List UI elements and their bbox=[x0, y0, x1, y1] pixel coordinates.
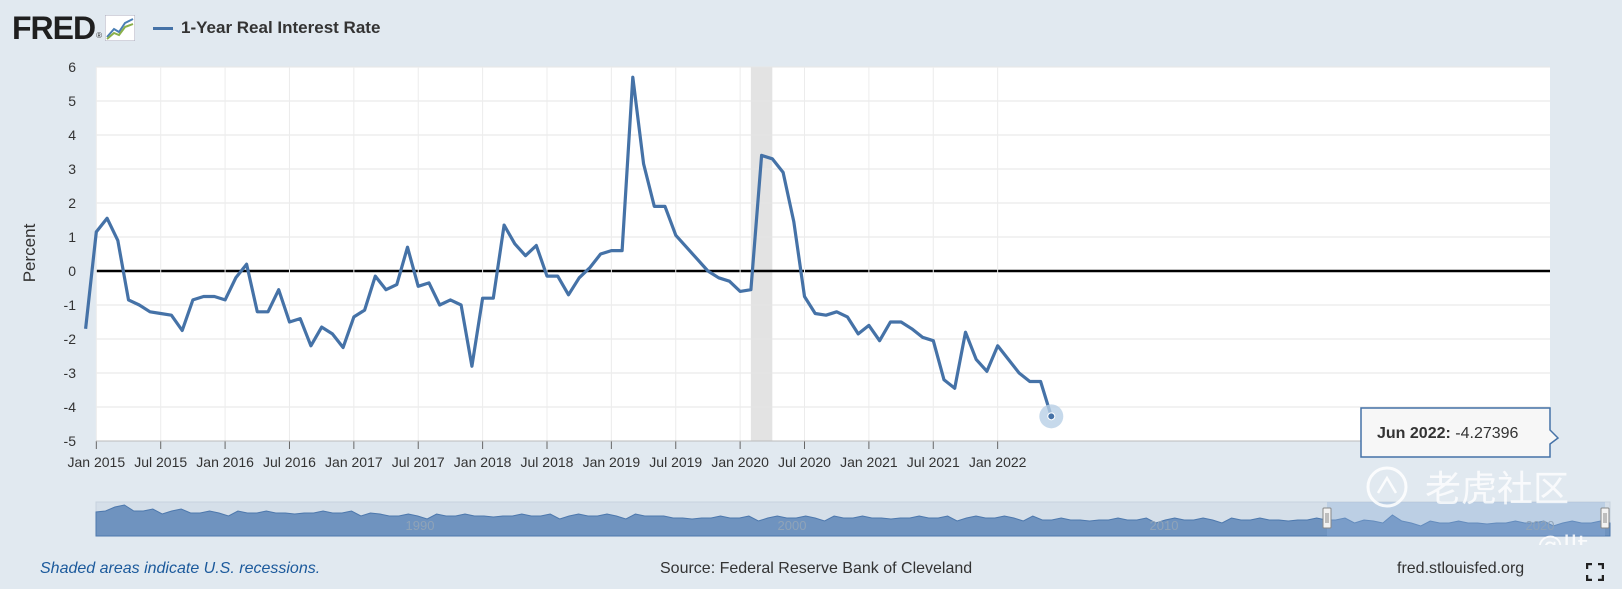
fullscreen-icon[interactable] bbox=[1586, 563, 1604, 581]
legend[interactable]: 1-Year Real Interest Rate bbox=[153, 18, 380, 38]
tooltip-text: Jun 2022: -4.27396 bbox=[1377, 425, 1519, 442]
y-tick-label: -4 bbox=[64, 399, 77, 415]
legend-label: 1-Year Real Interest Rate bbox=[181, 18, 381, 37]
x-tick-label: Jul 2015 bbox=[134, 454, 187, 470]
x-tick-label: Jan 2022 bbox=[969, 454, 1027, 470]
y-tick-label: 2 bbox=[68, 195, 76, 211]
recession-band bbox=[750, 67, 773, 441]
y-tick-label: 4 bbox=[68, 127, 76, 143]
x-tick-label: Jan 2019 bbox=[583, 454, 641, 470]
x-tick-label: Jan 2015 bbox=[68, 454, 126, 470]
x-tick-label: Jul 2021 bbox=[907, 454, 960, 470]
navigator-selection bbox=[1327, 502, 1605, 536]
y-tick-label: -3 bbox=[64, 365, 77, 381]
plot-area bbox=[96, 67, 1550, 441]
x-tick-label: Jan 2018 bbox=[454, 454, 512, 470]
x-tick-label: Jul 2017 bbox=[392, 454, 445, 470]
navigator-label: 1990 bbox=[406, 518, 435, 533]
series-line bbox=[84, 75, 1053, 417]
x-tick-label: Jul 2018 bbox=[521, 454, 574, 470]
y-tick-label: -1 bbox=[64, 297, 77, 313]
watermark-logo-mark bbox=[1376, 475, 1398, 494]
fred-url[interactable]: fred.stlouisfed.org bbox=[1397, 560, 1525, 577]
x-tick-label: Jan 2017 bbox=[325, 454, 383, 470]
watermark-text: 老虎社区 bbox=[1425, 469, 1569, 510]
fred-graph-icon bbox=[105, 15, 136, 41]
legend-line-swatch bbox=[153, 26, 174, 30]
fred-header: FRED ® 1-Year Real Interest Rate bbox=[12, 10, 380, 46]
x-tick-label: Jan 2016 bbox=[196, 454, 254, 470]
navigator-series bbox=[95, 504, 1611, 537]
x-tick-label: Jul 2020 bbox=[778, 454, 831, 470]
navigator-label: 2020 bbox=[1526, 518, 1555, 533]
fred-logo-reg: ® bbox=[96, 31, 103, 40]
y-tick-label: -5 bbox=[64, 433, 77, 449]
watermark-handle: @llt bbox=[1537, 531, 1588, 545]
x-tick-label: Jan 2020 bbox=[711, 454, 769, 470]
y-tick-label: 3 bbox=[68, 161, 76, 177]
x-tick-label: Jul 2019 bbox=[649, 454, 702, 470]
y-tick-label: 1 bbox=[68, 229, 76, 245]
y-axis-label: Percent bbox=[20, 223, 39, 282]
source-text: Source: Federal Reserve Bank of Clevelan… bbox=[660, 560, 973, 577]
navigator-handle bbox=[1322, 507, 1332, 529]
hover-point bbox=[1047, 412, 1056, 421]
tooltip-date: Jun 2022: bbox=[1377, 425, 1455, 442]
chart[interactable]: 6 5 4 3 2 1 0 -1 -2 -3 -4 -5 Jan 2015 Jul 2015 Jan 20… bbox=[0, 0, 1622, 545]
fred-logo[interactable]: FRED bbox=[12, 10, 96, 46]
y-tick-label: 6 bbox=[68, 59, 76, 75]
navigator-label: 2000 bbox=[778, 518, 807, 533]
x-tick-label: Jul 2016 bbox=[263, 454, 316, 470]
x-tick-label: Jan 2021 bbox=[840, 454, 898, 470]
recession-note: Shaded areas indicate U.S. recessions. bbox=[40, 560, 321, 577]
tooltip-value: -4.27396 bbox=[1455, 425, 1518, 442]
y-tick-label: 5 bbox=[68, 93, 76, 109]
tooltip-box bbox=[1360, 407, 1560, 458]
navigator-handle bbox=[1600, 507, 1610, 529]
y-tick-label: 0 bbox=[68, 263, 76, 279]
y-tick-label: -2 bbox=[64, 331, 77, 347]
navigator-label: 2010 bbox=[1150, 518, 1179, 533]
watermark-logo-icon bbox=[1366, 466, 1408, 508]
